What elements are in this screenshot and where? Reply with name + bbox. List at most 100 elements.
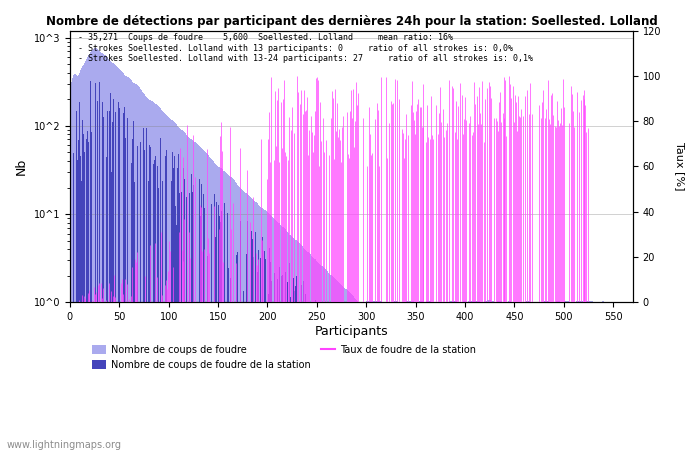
Bar (471, 301, 472, 450)
Bar (555, 302, 556, 450)
Bar (270, 215, 271, 450)
Bar (163, 112, 164, 450)
Bar (267, 212, 268, 450)
Bar (478, 301, 480, 450)
Bar (421, 302, 422, 450)
Bar (490, 301, 491, 450)
Bar (188, 137, 189, 450)
Bar (84, 152, 85, 450)
Bar (302, 247, 304, 450)
Bar (78, 140, 79, 450)
Bar (597, 302, 598, 450)
Bar (276, 222, 278, 450)
Bar (510, 302, 511, 450)
Bar (174, 156, 175, 450)
Bar (398, 302, 399, 450)
Bar (465, 302, 466, 450)
Bar (515, 302, 516, 450)
Bar (74, 74, 76, 450)
Y-axis label: Nb: Nb (15, 158, 28, 175)
Bar (586, 302, 587, 450)
Bar (285, 230, 286, 450)
Bar (324, 346, 326, 450)
Bar (269, 248, 270, 450)
Bar (115, 112, 116, 450)
Bar (295, 240, 297, 450)
Bar (355, 299, 356, 450)
Bar (239, 187, 240, 450)
Bar (260, 207, 261, 450)
Bar (88, 142, 89, 450)
Bar (491, 301, 492, 450)
Bar (149, 145, 150, 450)
Bar (592, 302, 593, 450)
Bar (387, 302, 388, 450)
Bar (179, 193, 180, 450)
Bar (312, 256, 314, 450)
Bar (265, 259, 266, 450)
Bar (497, 302, 498, 450)
Bar (416, 302, 417, 450)
Bar (175, 206, 176, 450)
Bar (365, 302, 367, 450)
Bar (335, 279, 336, 450)
Bar (191, 140, 192, 450)
Bar (557, 302, 559, 450)
Bar (103, 117, 104, 450)
Bar (174, 122, 175, 450)
Bar (338, 282, 339, 450)
Bar (417, 302, 418, 450)
Bar (437, 302, 438, 450)
Bar (543, 302, 545, 450)
Bar (436, 302, 437, 450)
Bar (80, 70, 81, 450)
Bar (93, 49, 94, 450)
Bar (363, 302, 364, 450)
Bar (573, 302, 574, 450)
Bar (463, 302, 465, 450)
Bar (369, 302, 370, 450)
Bar (348, 291, 349, 450)
Bar (156, 104, 158, 450)
Bar (345, 288, 346, 450)
Bar (256, 202, 257, 450)
Bar (412, 302, 413, 450)
Bar (100, 52, 101, 450)
Bar (403, 302, 404, 450)
Bar (101, 53, 102, 450)
Bar (251, 198, 252, 450)
Bar (254, 201, 255, 450)
Bar (502, 302, 503, 450)
Bar (199, 147, 201, 450)
Bar (91, 51, 92, 450)
Bar (198, 145, 199, 450)
Bar (339, 284, 340, 450)
Bar (517, 302, 518, 450)
Bar (315, 260, 316, 450)
Bar (578, 301, 579, 450)
Text: - 35,271  Coups de foudre    5,600  Soellested. Lolland     mean ratio: 16%
- St: - 35,271 Coups de foudre 5,600 Soelleste… (78, 33, 533, 63)
Bar (318, 263, 319, 450)
Bar (501, 302, 502, 450)
Bar (370, 302, 371, 450)
Bar (178, 154, 179, 450)
Bar (283, 227, 284, 450)
Bar (568, 302, 569, 450)
Bar (230, 176, 232, 450)
Bar (269, 214, 270, 450)
Bar (261, 208, 262, 450)
Bar (274, 273, 275, 450)
Bar (572, 302, 573, 450)
Bar (358, 302, 359, 450)
Bar (425, 302, 426, 450)
Bar (255, 232, 256, 450)
Bar (158, 188, 160, 450)
Bar (113, 63, 114, 450)
Bar (138, 86, 139, 450)
Bar (323, 267, 324, 450)
Bar (485, 301, 486, 450)
Bar (389, 302, 391, 450)
Bar (405, 302, 406, 450)
Bar (80, 157, 81, 450)
Bar (349, 292, 350, 450)
